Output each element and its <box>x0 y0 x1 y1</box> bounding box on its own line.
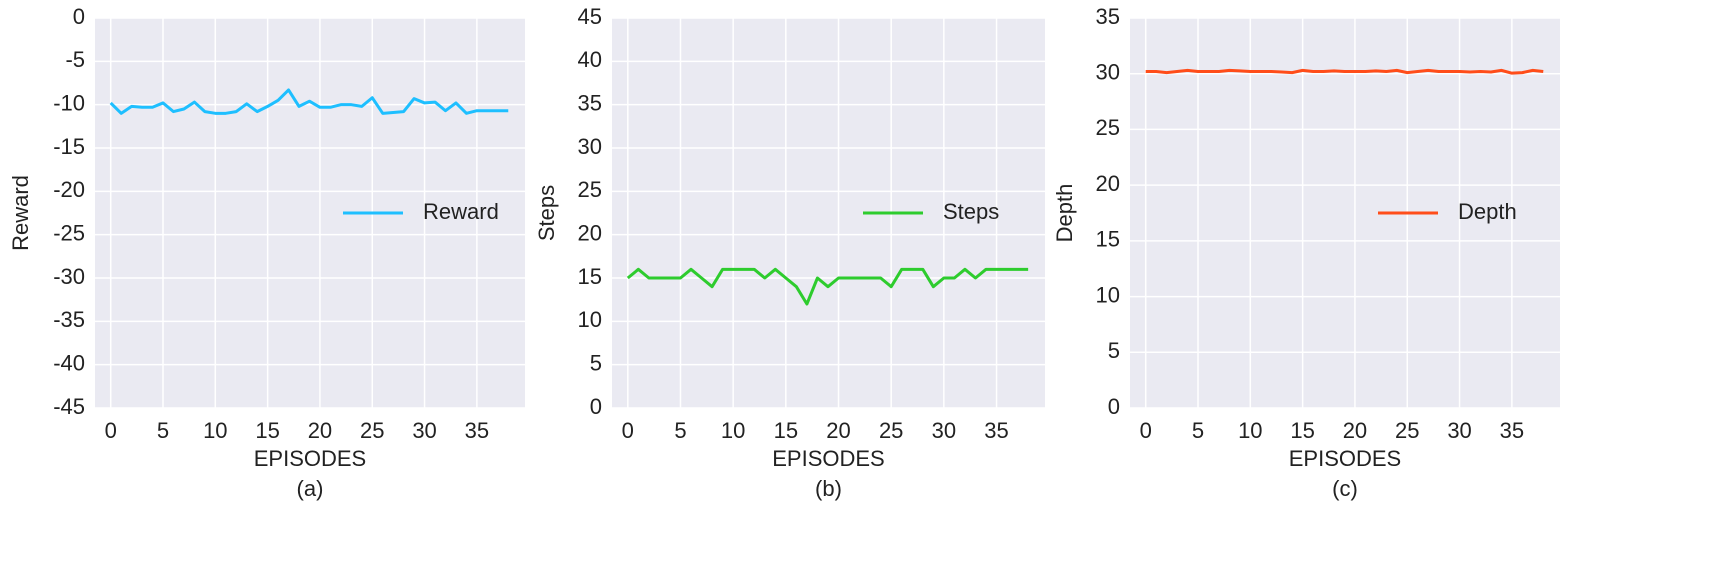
y-tick-label: 10 <box>1096 282 1120 307</box>
x-tick-label: 20 <box>826 418 850 443</box>
x-tick-label: 30 <box>412 418 436 443</box>
caption: (b) <box>815 476 842 501</box>
y-tick-label: 0 <box>73 4 85 29</box>
x-tick-label: 35 <box>984 418 1008 443</box>
data-line <box>626 267 1029 306</box>
y-tick-label: -30 <box>53 264 85 289</box>
x-tick-label: 30 <box>932 418 956 443</box>
x-tick-label: 25 <box>360 418 384 443</box>
y-tick-label: 45 <box>578 4 602 29</box>
y-axis-label: Reward <box>8 175 33 251</box>
y-tick-label: 0 <box>1108 394 1120 419</box>
x-tick-label: 25 <box>1395 418 1419 443</box>
y-tick-label: 0 <box>590 394 602 419</box>
x-tick-label: 15 <box>1290 418 1314 443</box>
x-tick-label: 0 <box>622 418 634 443</box>
y-tick-label: 20 <box>1096 171 1120 196</box>
caption: (c) <box>1332 476 1358 501</box>
y-tick-label: 30 <box>1096 60 1120 85</box>
y-tick-label: -10 <box>53 90 85 115</box>
y-tick-label: -15 <box>53 134 85 159</box>
x-tick-label: 15 <box>774 418 798 443</box>
x-tick-label: 10 <box>1238 418 1262 443</box>
x-tick-label: 0 <box>105 418 117 443</box>
x-axis-label: EPISODES <box>254 446 366 471</box>
legend-label: Depth <box>1458 199 1517 224</box>
plot-area <box>95 18 525 408</box>
y-tick-label: -20 <box>53 177 85 202</box>
x-tick-label: 10 <box>721 418 745 443</box>
x-tick-label: 15 <box>255 418 279 443</box>
y-tick-label: -45 <box>53 394 85 419</box>
x-tick-label: 0 <box>1140 418 1152 443</box>
x-tick-label: 35 <box>465 418 489 443</box>
y-tick-label: -5 <box>65 47 85 72</box>
y-tick-label: 35 <box>578 90 602 115</box>
data-line <box>109 88 509 115</box>
y-tick-label: 5 <box>590 350 602 375</box>
x-tick-label: 5 <box>157 418 169 443</box>
x-axis-label: EPISODES <box>1289 446 1401 471</box>
x-tick-label: 25 <box>879 418 903 443</box>
y-tick-label: 25 <box>1096 115 1120 140</box>
y-axis-label: Steps <box>534 185 559 241</box>
plot-area <box>612 18 1045 408</box>
y-tick-label: 5 <box>1108 338 1120 363</box>
y-axis-label: Depth <box>1052 184 1077 243</box>
plot-area <box>1130 18 1560 408</box>
x-tick-label: 5 <box>674 418 686 443</box>
legend-label: Steps <box>943 199 999 224</box>
x-tick-label: 35 <box>1500 418 1524 443</box>
x-tick-label: 5 <box>1192 418 1204 443</box>
y-tick-label: 15 <box>578 264 602 289</box>
legend-label: Reward <box>423 199 499 224</box>
x-tick-label: 20 <box>308 418 332 443</box>
y-tick-label: 40 <box>578 47 602 72</box>
x-tick-label: 10 <box>203 418 227 443</box>
x-axis-label: EPISODES <box>772 446 884 471</box>
y-tick-label: -40 <box>53 350 85 375</box>
data-line <box>1145 68 1544 75</box>
x-tick-label: 30 <box>1447 418 1471 443</box>
x-tick-label: 20 <box>1343 418 1367 443</box>
caption: (a) <box>297 476 324 501</box>
y-tick-label: 25 <box>578 177 602 202</box>
y-tick-label: 20 <box>578 220 602 245</box>
y-tick-label: -35 <box>53 307 85 332</box>
y-tick-label: 15 <box>1096 227 1120 252</box>
y-tick-label: 30 <box>578 134 602 159</box>
y-tick-label: -25 <box>53 220 85 245</box>
y-tick-label: 35 <box>1096 4 1120 29</box>
y-tick-label: 10 <box>578 307 602 332</box>
